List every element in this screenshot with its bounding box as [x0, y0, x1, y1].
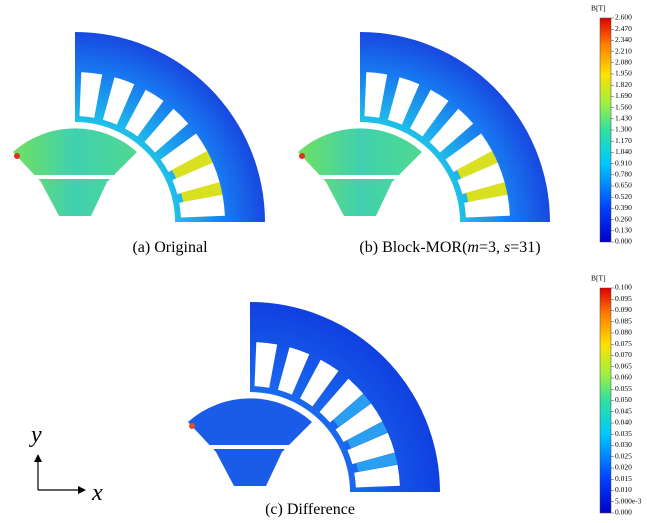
- colorbar-label: 0.040: [615, 418, 632, 427]
- axes-glyph: y x: [29, 422, 103, 506]
- colorbar-label: 0.780: [615, 170, 632, 179]
- colorbar-label: 0.030: [615, 440, 632, 449]
- caption: (b) Block-MOR(m=3, s=31): [359, 239, 540, 256]
- colorbar-title: B[T]: [591, 274, 606, 283]
- colorbar-label: 0.065: [615, 361, 632, 370]
- colorbar-label: 0.085: [615, 316, 632, 325]
- colorbar-label: 0.000: [615, 508, 632, 517]
- colorbar-label: 2.210: [615, 46, 632, 55]
- colorbar-label: 2.600: [615, 13, 632, 22]
- colorbar-label: 2.080: [615, 58, 632, 67]
- colorbar-label: 0.015: [615, 474, 632, 483]
- colorbar-label: 0.060: [615, 373, 632, 382]
- axis-label: x: [91, 480, 103, 506]
- colorbar-label: 1.690: [615, 91, 632, 100]
- colorbar-label: 2.340: [615, 35, 632, 44]
- rotor: [298, 128, 422, 216]
- page: {"panels": [ {"caption": ["(a) Original"…: [0, 0, 647, 523]
- colorbar-label: 0.035: [615, 429, 632, 438]
- colorbar-label: 1.560: [615, 102, 632, 111]
- hotspot: [189, 423, 195, 429]
- colorbar: [600, 18, 611, 242]
- colorbar: [600, 288, 611, 513]
- colorbar-label: 1.430: [615, 114, 632, 123]
- hotspot: [14, 153, 20, 159]
- colorbar-label: 0.520: [615, 192, 632, 201]
- colorbar-label: 0.045: [615, 406, 632, 415]
- axis-label: y: [29, 422, 42, 448]
- colorbar-label: 0.080: [615, 328, 632, 337]
- colorbar-label: 0.010: [615, 485, 632, 494]
- field-plot: [13, 32, 265, 222]
- colorbar-label: 1.040: [615, 147, 632, 156]
- colorbar-label: 0.095: [615, 294, 632, 303]
- colorbar-label: 0.000: [615, 237, 632, 246]
- caption: (c) Difference: [265, 501, 355, 518]
- colorbar-label: 0.025: [615, 451, 632, 460]
- caption: (a) Original: [132, 239, 208, 256]
- magnet-gap: [308, 175, 412, 179]
- colorbar-label: 2.470: [615, 24, 632, 33]
- colorbar-label: 0.090: [615, 305, 632, 314]
- colorbar-label: 1.950: [615, 69, 632, 78]
- field-plot: [298, 32, 550, 222]
- field-plot: [188, 302, 440, 492]
- colorbar-label: 0.910: [615, 158, 632, 167]
- colorbar-label: 0.020: [615, 463, 632, 472]
- colorbar-label: 0.260: [615, 214, 632, 223]
- colorbar-label: 0.075: [615, 339, 632, 348]
- colorbar-label: 1.820: [615, 80, 632, 89]
- colorbar-label: 5.000e-3: [615, 496, 642, 505]
- figure: (a) Original (b) Block-MOR(m=3, s=31) (c…: [0, 0, 647, 523]
- colorbar-label: 0.650: [615, 181, 632, 190]
- magnet-gap: [23, 175, 127, 179]
- colorbar-label: 0.070: [615, 350, 632, 359]
- colorbar-label: 0.390: [615, 203, 632, 212]
- colorbar-label: 1.170: [615, 136, 632, 145]
- rotor: [188, 398, 312, 486]
- colorbar-label: 1.300: [615, 125, 632, 134]
- magnet-gap: [198, 445, 302, 449]
- hotspot: [299, 153, 305, 159]
- colorbar-title: B[T]: [591, 4, 606, 13]
- rotor: [13, 128, 137, 216]
- colorbar-label: 0.130: [615, 226, 632, 235]
- colorbar-label: 0.055: [615, 384, 632, 393]
- colorbar-label: 0.050: [615, 395, 632, 404]
- colorbar-label: 0.100: [615, 283, 632, 292]
